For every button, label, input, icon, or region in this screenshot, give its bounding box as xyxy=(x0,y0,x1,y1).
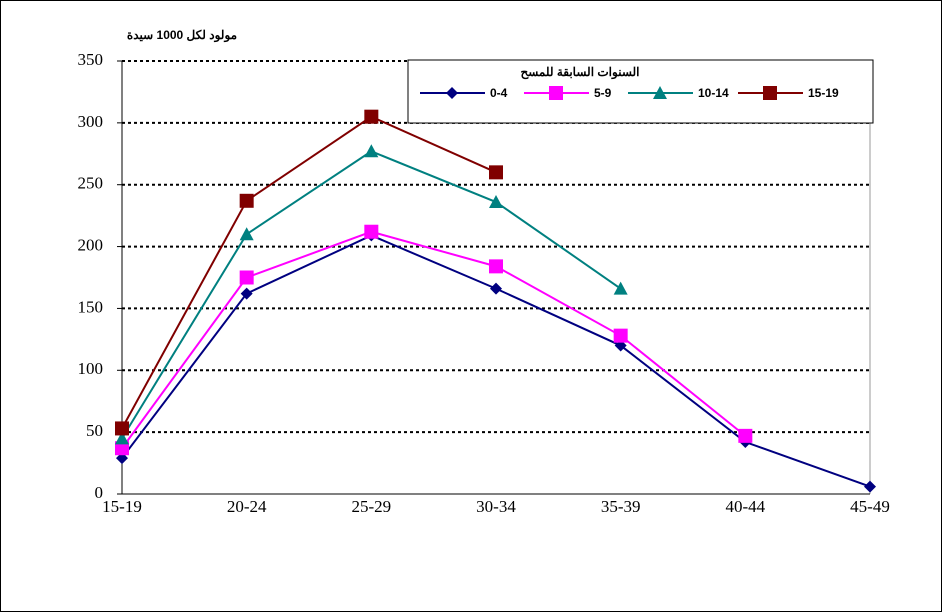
legend-label: 10-14 xyxy=(698,86,729,100)
marker xyxy=(115,441,129,456)
marker xyxy=(115,421,129,436)
x-tick-label: 30-34 xyxy=(476,497,516,516)
marker xyxy=(613,281,628,295)
x-tick-label: 45-49 xyxy=(850,497,890,516)
x-tick-label: 40-44 xyxy=(725,497,765,516)
y-tick-label: 200 xyxy=(78,235,104,254)
marker xyxy=(613,328,628,343)
legend-label: 5-9 xyxy=(594,86,612,100)
marker xyxy=(364,224,379,239)
marker xyxy=(489,195,503,209)
marker xyxy=(490,282,502,295)
legend-marker xyxy=(446,87,458,99)
x-tick-label: 35-39 xyxy=(601,497,641,516)
marker xyxy=(115,431,129,445)
marker xyxy=(738,428,753,443)
legend-title: السنوات السابقة للمسح xyxy=(520,65,639,80)
marker xyxy=(239,270,254,285)
y-tick-label: 50 xyxy=(86,421,103,440)
y-tick-label: 150 xyxy=(78,297,104,316)
legend-marker xyxy=(763,86,777,100)
legend-label: 15-19 xyxy=(808,86,839,100)
y-tick-label: 250 xyxy=(78,174,104,193)
marker xyxy=(364,144,379,158)
series-line xyxy=(121,115,497,429)
marker xyxy=(239,193,254,208)
x-tick-label: 25-29 xyxy=(351,497,391,516)
y-tick-label: 300 xyxy=(78,112,104,131)
x-tick-label: 20-24 xyxy=(227,497,267,516)
series-line xyxy=(121,230,746,449)
legend-marker xyxy=(549,86,563,100)
legend-box xyxy=(407,59,874,124)
legend-label: 0-4 xyxy=(490,86,508,100)
x-tick-label: 15-19 xyxy=(102,497,142,516)
marker xyxy=(864,480,876,493)
marker xyxy=(489,165,503,180)
marker xyxy=(489,259,503,274)
y-tick-label: 0 xyxy=(95,483,104,502)
marker xyxy=(240,287,253,300)
legend-marker xyxy=(653,86,667,99)
y-tick-label: 350 xyxy=(78,50,104,69)
y-tick-label: 100 xyxy=(78,359,104,378)
marker xyxy=(364,109,379,124)
y-axis-label: مولود لكل 1000 سيدة xyxy=(127,28,237,43)
marker xyxy=(239,227,254,241)
